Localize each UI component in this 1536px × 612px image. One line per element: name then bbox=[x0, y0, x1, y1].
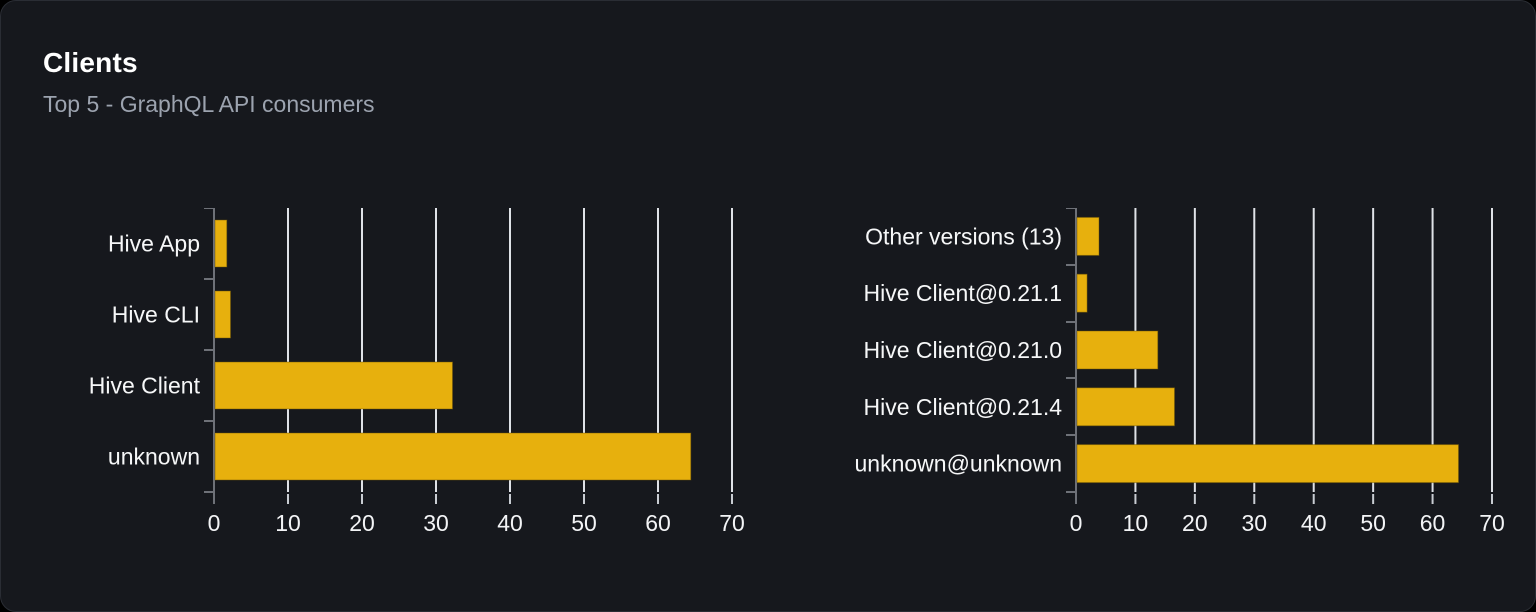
x-tick-label: 50 bbox=[1360, 510, 1386, 536]
x-tick-label: 0 bbox=[208, 510, 221, 536]
x-tick-label: 70 bbox=[719, 510, 745, 536]
x-tick-label: 70 bbox=[1479, 510, 1505, 536]
card-header: Clients Top 5 - GraphQL API consumers bbox=[43, 47, 375, 118]
x-tick-label: 30 bbox=[1241, 510, 1267, 536]
category-label: Hive Client bbox=[89, 373, 201, 399]
x-tick-label: 60 bbox=[645, 510, 671, 536]
category-label: unknown@unknown bbox=[855, 451, 1062, 477]
card-title: Clients bbox=[43, 47, 138, 78]
bar bbox=[214, 290, 231, 339]
bar bbox=[214, 432, 692, 481]
bar bbox=[1076, 216, 1100, 256]
category-label: Hive CLI bbox=[112, 302, 200, 328]
bar bbox=[1076, 387, 1175, 427]
x-tick-label: 0 bbox=[1070, 510, 1083, 536]
card-subtitle: Top 5 - GraphQL API consumers bbox=[43, 91, 375, 117]
bar bbox=[214, 361, 453, 410]
bar bbox=[1076, 273, 1088, 313]
clients-top5-bar-chart: 0 10 20 30 40 50 60 70 Hive App Hive CLI Hive Clie… bbox=[1, 206, 801, 558]
category-label: Hive Client@0.21.1 bbox=[864, 280, 1063, 306]
x-tick-label: 20 bbox=[1182, 510, 1208, 536]
x-tick-label: 50 bbox=[571, 510, 597, 536]
x-tick-label: 60 bbox=[1420, 510, 1446, 536]
bar bbox=[1076, 444, 1459, 484]
client-versions-bar-chart: 0 10 20 30 40 50 60 70 Other versions (13) Hive C… bbox=[801, 206, 1535, 558]
x-tick-label: 10 bbox=[1123, 510, 1149, 536]
category-label: Hive Client@0.21.0 bbox=[864, 337, 1063, 363]
category-label: Other versions (13) bbox=[865, 223, 1062, 249]
chart-svg: 0 10 20 30 40 50 60 70 Hive App Hive CLI Hive Clie… bbox=[89, 206, 745, 536]
x-tick-label: 10 bbox=[275, 510, 301, 536]
x-tick-label: 40 bbox=[497, 510, 523, 536]
bar bbox=[1076, 330, 1159, 370]
category-label: Hive App bbox=[108, 231, 200, 257]
chart-svg: 0 10 20 30 40 50 60 70 Other versions (13) Hive C… bbox=[855, 206, 1505, 536]
category-label: unknown bbox=[108, 444, 200, 470]
x-tick-label: 40 bbox=[1301, 510, 1327, 536]
category-label: Hive Client@0.21.4 bbox=[864, 394, 1063, 420]
x-tick-label: 30 bbox=[423, 510, 449, 536]
bar bbox=[214, 219, 228, 268]
x-tick-label: 20 bbox=[349, 510, 375, 536]
